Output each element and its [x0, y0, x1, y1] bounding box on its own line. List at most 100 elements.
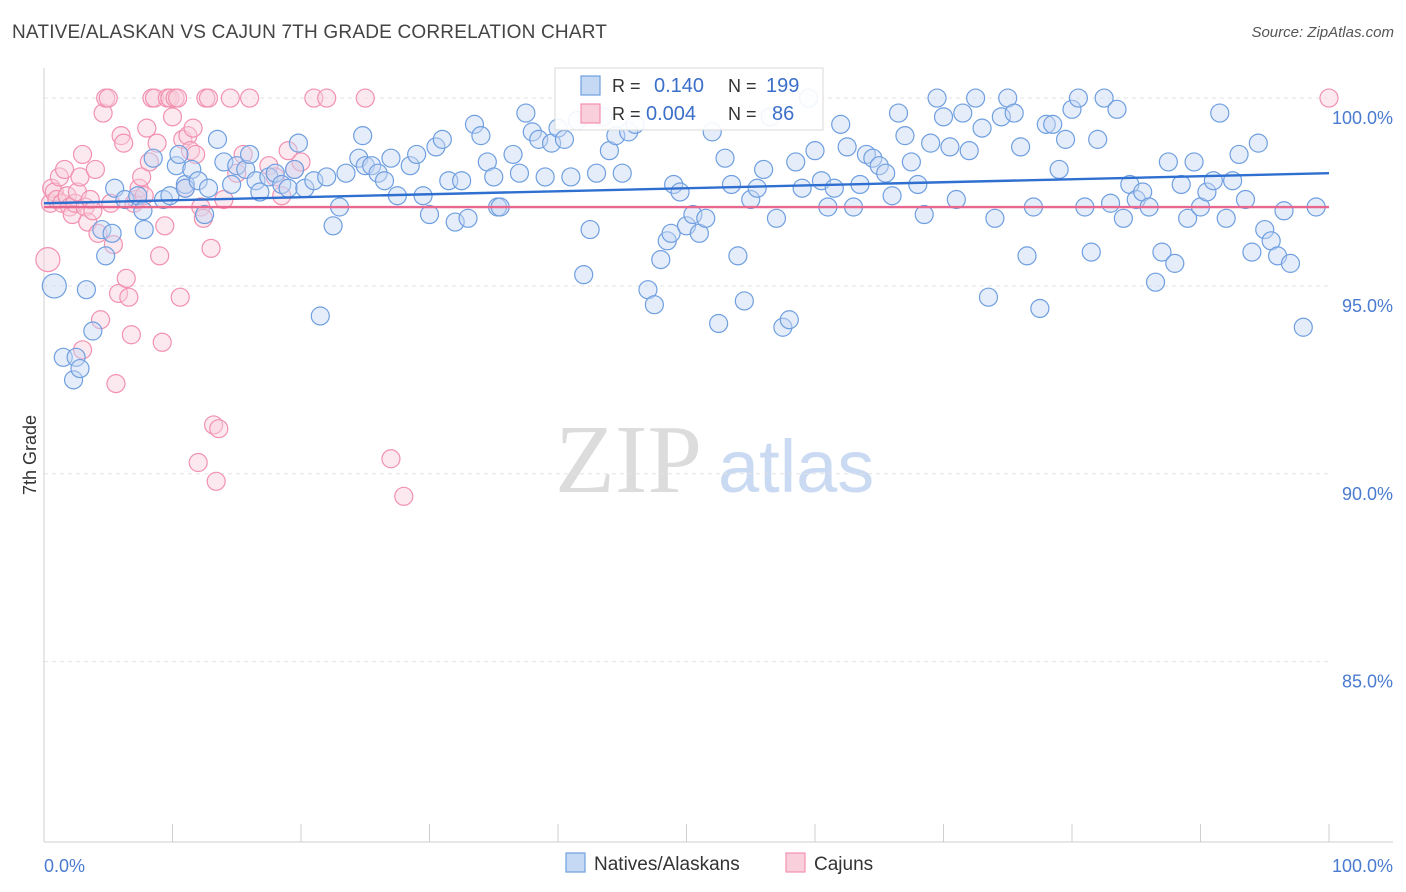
- native-point: [1210, 103, 1230, 123]
- native-point: [471, 126, 491, 146]
- cajun-point: [114, 133, 134, 153]
- legend-item-cajuns[interactable]: Cajuns: [785, 852, 873, 875]
- cajun-point: [278, 141, 298, 161]
- native-point: [246, 171, 266, 191]
- cajun-point: [150, 246, 170, 266]
- native-point: [310, 306, 330, 326]
- legend-label-cajuns: Cajuns: [814, 854, 873, 875]
- x-tick-label-max: 100.0%: [1332, 856, 1393, 876]
- stats-r-label-cajun: R =: [612, 104, 641, 124]
- native-point: [766, 208, 787, 228]
- stats-n-label-cajun: N =: [728, 104, 757, 124]
- native-point: [824, 178, 844, 198]
- native-point: [115, 189, 135, 210]
- native-point: [882, 186, 902, 206]
- native-point: [1274, 201, 1294, 221]
- native-point: [1229, 144, 1249, 165]
- cajun-points: [35, 88, 1339, 506]
- native-point: [1216, 208, 1236, 228]
- stats-r-value-native: 0.140: [654, 75, 704, 97]
- native-point: [1171, 174, 1191, 195]
- native-point: [978, 287, 999, 307]
- cajun-point: [106, 374, 126, 394]
- native-point: [1248, 133, 1268, 153]
- native-point: [250, 182, 270, 202]
- source-credit: Source: ZipAtlas.com: [1251, 24, 1394, 41]
- native-point: [863, 148, 883, 168]
- native-point: [914, 204, 934, 225]
- legend: Natives/Alaskans Cajuns: [565, 852, 873, 875]
- native-point: [426, 137, 446, 157]
- cajun-point: [183, 118, 203, 138]
- native-point: [83, 321, 103, 341]
- stats-swatch-cajun: [580, 103, 601, 124]
- native-point: [779, 310, 799, 330]
- native-point: [1255, 219, 1275, 240]
- cajun-point: [317, 88, 337, 108]
- native-point: [458, 208, 478, 228]
- cajun-point: [35, 247, 61, 273]
- cajun-point: [180, 141, 201, 161]
- native-point: [696, 208, 716, 228]
- native-point: [1178, 208, 1198, 228]
- native-point: [1043, 114, 1063, 134]
- native-point: [985, 208, 1005, 228]
- native-point: [63, 370, 84, 390]
- cajun-point: [108, 283, 129, 304]
- legend-item-natives[interactable]: Natives/Alaskans: [565, 852, 740, 875]
- legend-swatch-cajuns: [785, 852, 806, 873]
- native-point: [134, 219, 154, 240]
- native-point: [362, 156, 382, 176]
- native-point: [198, 178, 219, 198]
- native-points: [41, 88, 1326, 390]
- native-point: [741, 189, 761, 210]
- native-point: [574, 265, 594, 285]
- cajun-point: [204, 415, 224, 435]
- cajun-point: [198, 88, 219, 108]
- native-point: [484, 167, 504, 187]
- native-point: [400, 156, 420, 176]
- native-point: [288, 133, 309, 153]
- native-point: [1158, 152, 1178, 172]
- native-point: [1004, 103, 1024, 123]
- y-tick-label: 95.0%: [1342, 296, 1393, 316]
- native-point: [1094, 88, 1114, 108]
- cajun-point: [57, 186, 77, 206]
- native-point: [214, 152, 234, 172]
- native-point: [747, 178, 767, 198]
- native-point: [683, 204, 703, 225]
- native-point: [284, 159, 305, 180]
- native-point: [837, 137, 857, 157]
- native-point: [522, 122, 542, 142]
- native-point: [278, 178, 298, 198]
- stats-r-label-native: R =: [612, 76, 641, 96]
- native-point: [715, 148, 735, 168]
- cajun-point: [220, 88, 240, 108]
- native-point: [143, 148, 163, 168]
- native-point: [265, 163, 285, 183]
- native-point: [1081, 242, 1101, 262]
- cajun-point: [116, 268, 136, 289]
- native-point: [1113, 208, 1134, 228]
- cajun-point: [168, 88, 188, 108]
- native-trend-line: [43, 172, 1330, 205]
- native-point: [728, 246, 748, 266]
- native-point: [182, 159, 202, 180]
- native-point: [580, 219, 600, 240]
- cajun-point: [90, 310, 111, 330]
- native-point: [1055, 129, 1076, 149]
- chart-title: NATIVE/ALASKAN VS CAJUN 7TH GRADE CORREL…: [12, 22, 608, 43]
- cajun-point: [93, 103, 113, 123]
- cajun-point: [132, 167, 152, 187]
- cajun-point: [80, 189, 100, 210]
- native-point: [773, 317, 793, 337]
- native-point: [792, 178, 812, 198]
- cajun-point: [188, 452, 208, 473]
- native-point: [1088, 129, 1108, 149]
- native-point: [1017, 246, 1037, 266]
- native-point: [353, 126, 373, 146]
- native-point: [240, 144, 260, 165]
- cajun-point: [201, 238, 221, 258]
- native-point: [586, 163, 607, 183]
